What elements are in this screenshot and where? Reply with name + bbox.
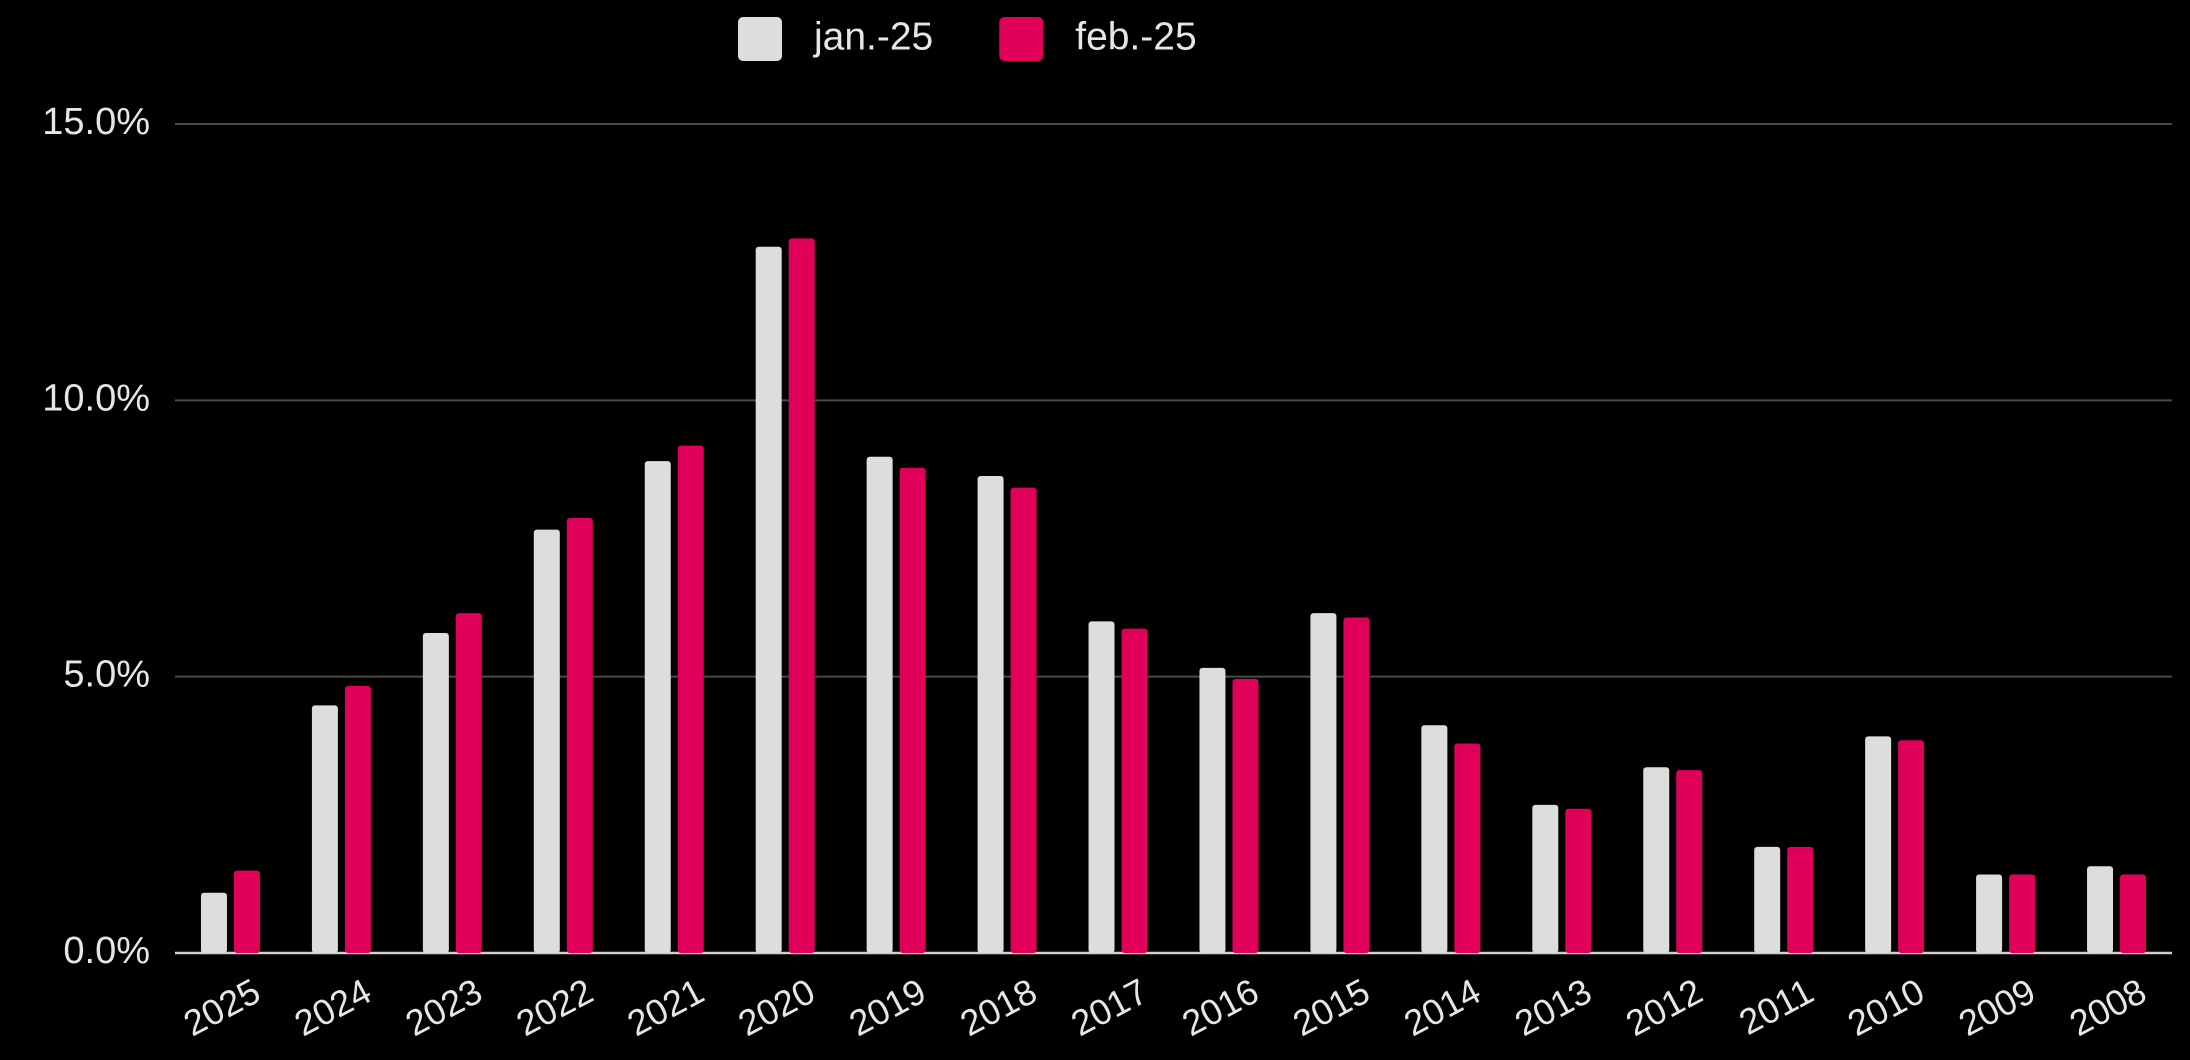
bar [1421,725,1448,953]
bar [2120,874,2147,953]
bar [1787,846,1814,953]
x-tick-label: 2015 [1286,970,1376,1044]
legend-swatch [738,17,782,61]
bar [644,461,671,953]
x-tick-label: 2022 [510,970,600,1044]
y-tick-label: 5.0% [63,654,150,696]
x-tick-label: 2020 [731,970,821,1044]
bar [2087,866,2114,953]
bar [1010,487,1037,953]
bar [1532,804,1559,953]
x-tick-label: 2017 [1064,970,1154,1044]
bar [311,705,338,953]
bar [1454,743,1481,953]
bar [1865,736,1892,953]
bar [1088,621,1115,953]
x-tick-label: 2019 [842,970,932,1044]
bar [566,518,593,953]
bar [1343,617,1370,953]
legend-swatch [999,17,1044,61]
y-tick-label: 15.0% [42,101,150,143]
x-tick-label: 2011 [1732,970,1820,1043]
bar [977,476,1004,953]
bar [233,870,260,953]
x-tick-label: 2008 [2063,970,2153,1044]
bar [899,467,926,953]
bar [1199,667,1226,953]
bar [1676,770,1703,953]
bar [1643,767,1670,953]
legend-label: feb.-25 [1075,15,1196,58]
x-tick-label: 2013 [1508,970,1598,1044]
bar [788,238,815,954]
x-tick-label: 2018 [953,970,1043,1044]
bar [344,686,371,953]
bar [677,445,704,953]
x-tick-label: 2024 [288,970,378,1044]
bar [1232,678,1259,953]
x-tick-label: 2016 [1175,970,1265,1044]
bar [200,892,227,953]
bar [1898,740,1925,953]
bar [866,456,893,953]
bar [1565,808,1592,953]
x-tick-label: 2014 [1397,970,1487,1044]
bar [1754,846,1781,953]
x-tick-label: 2012 [1619,970,1709,1044]
bar [533,529,560,953]
bar [1976,874,2003,953]
bar [1121,628,1148,953]
bar [2009,874,2036,953]
bar [755,246,782,953]
bar [455,613,482,953]
bar [422,633,449,953]
x-tick-label: 2021 [621,970,711,1044]
bar [1310,613,1337,953]
legend-label: jan.-25 [813,15,933,58]
x-tick-label: 2010 [1841,970,1931,1044]
y-tick-label: 0.0% [63,930,150,972]
x-tick-label: 2025 [177,970,267,1044]
x-tick-label: 2009 [1952,970,2042,1044]
y-tick-label: 10.0% [42,377,150,419]
x-tick-label: 2023 [399,970,489,1044]
